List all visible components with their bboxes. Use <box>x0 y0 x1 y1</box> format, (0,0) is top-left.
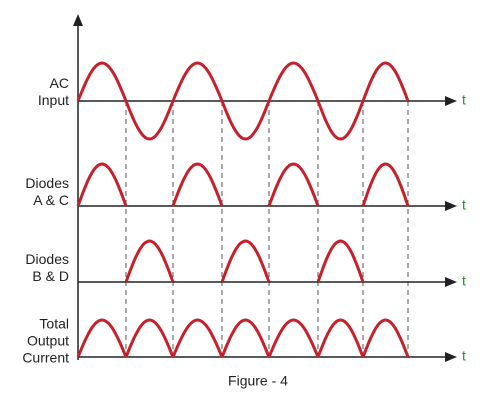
row-label: Current <box>22 350 69 366</box>
axis-label: t <box>462 92 466 108</box>
axis-arrow <box>445 352 457 362</box>
row-label: Output <box>27 333 69 349</box>
row-label: B & D <box>32 268 69 284</box>
waveform <box>76 318 410 358</box>
caption: Figure - 4 <box>228 373 288 389</box>
waveform <box>76 61 410 141</box>
axis-arrow <box>445 201 457 211</box>
axis-arrow <box>445 96 457 106</box>
row-label: Diodes <box>25 175 69 191</box>
axis-label: t <box>462 348 466 364</box>
row-label: AC <box>50 75 69 91</box>
row-label: A & C <box>33 192 69 208</box>
axis-label: t <box>462 273 466 289</box>
axis-arrow <box>445 277 457 287</box>
waveform <box>124 239 365 283</box>
axis-arrow <box>73 14 83 26</box>
row-label: Input <box>38 92 69 108</box>
axis-label: t <box>462 197 466 213</box>
row-label: Total <box>39 316 69 332</box>
row-label: Diodes <box>25 251 69 267</box>
waveform <box>76 162 410 207</box>
